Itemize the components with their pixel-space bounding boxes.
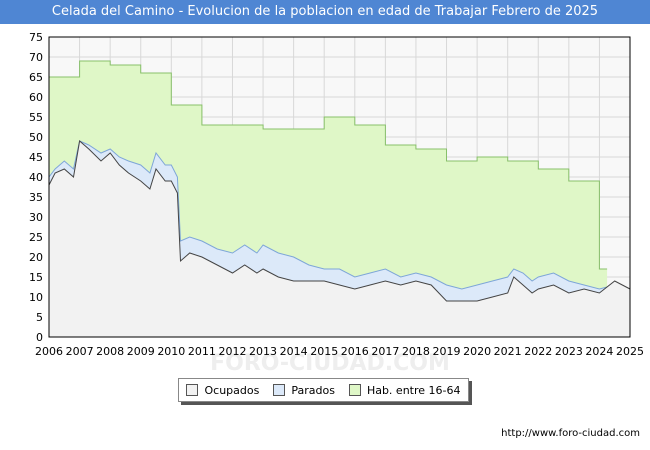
legend-swatch-parados xyxy=(273,384,286,396)
source-url: http://www.foro-ciudad.com xyxy=(501,428,640,439)
x-tick-label: 2025 xyxy=(616,345,644,358)
legend: Ocupados Parados Hab. entre 16-64 xyxy=(178,378,469,402)
y-tick-label: 35 xyxy=(29,191,43,204)
legend-item-hab: Hab. entre 16-64 xyxy=(348,383,461,397)
ocupados-area xyxy=(49,141,630,337)
x-tick-label: 2010 xyxy=(157,345,185,358)
parados-line xyxy=(48,140,631,290)
y-tick-label: 0 xyxy=(36,331,43,344)
x-tick-label: 2012 xyxy=(218,345,246,358)
y-tick-label: 20 xyxy=(29,251,43,264)
chart-title: Celada del Camino - Evolucion de la pobl… xyxy=(51,4,599,19)
x-tick-label: 2023 xyxy=(555,345,583,358)
areas xyxy=(48,60,631,337)
x-tick-label: 2019 xyxy=(433,345,461,358)
x-tick-label: 2007 xyxy=(66,345,94,358)
y-tick-label: 65 xyxy=(29,71,43,84)
x-tick-label: 2021 xyxy=(494,345,522,358)
ocupados-line xyxy=(48,140,631,302)
x-tick-label: 2022 xyxy=(524,345,552,358)
x-tick-label: 2018 xyxy=(402,345,430,358)
legend-label-ocupados: Ocupados xyxy=(204,383,260,397)
x-tick-label: 2013 xyxy=(249,345,277,358)
legend-label-hab: Hab. entre 16-64 xyxy=(366,383,461,397)
hab-line xyxy=(49,60,608,270)
chart-title-bar: Celada del Camino - Evolucion de la pobl… xyxy=(0,0,650,24)
legend-swatch-hab xyxy=(348,384,361,396)
x-tick-label: 2020 xyxy=(463,345,491,358)
y-tick-label: 30 xyxy=(29,211,43,224)
x-tick-label: 2024 xyxy=(585,345,613,358)
y-tick-label: 55 xyxy=(29,111,43,124)
y-tick-label: 75 xyxy=(29,31,43,44)
y-tick-label: 40 xyxy=(29,171,43,184)
watermark: FORO-CIUDAD.COM xyxy=(210,351,450,376)
y-tick-label: 50 xyxy=(29,131,43,144)
y-tick-label: 45 xyxy=(29,151,43,164)
legend-item-parados: Parados xyxy=(273,384,335,397)
x-tick-label: 2017 xyxy=(371,345,399,358)
y-axis: 0 5 10 15 20 25 30 35 40 45 50 55 60 65 70 75 xyxy=(29,31,43,344)
y-tick-label: 70 xyxy=(29,51,43,64)
plot-frame xyxy=(48,36,631,338)
legend-swatch-ocupados xyxy=(186,384,199,396)
x-tick-label: 2009 xyxy=(127,345,155,358)
legend-item-ocupados: Ocupados xyxy=(186,384,259,397)
legend-label-parados: Parados xyxy=(291,383,335,397)
y-tick-label: 60 xyxy=(29,91,43,104)
x-tick-label: 2016 xyxy=(341,345,369,358)
x-tick-label: 2014 xyxy=(280,345,308,358)
x-axis: 2006 2007 2008 2009 2010 2011 2012 2013 2014 2015… xyxy=(35,345,644,358)
y-tick-label: 25 xyxy=(29,231,43,244)
y-tick-label: 10 xyxy=(29,291,43,304)
x-tick-label: 2011 xyxy=(188,345,216,358)
x-tick-label: 2006 xyxy=(35,345,63,358)
x-tick-label: 2008 xyxy=(96,345,124,358)
y-tick-label: 15 xyxy=(29,271,43,284)
y-tick-label: 5 xyxy=(36,311,43,324)
x-tick-label: 2015 xyxy=(310,345,338,358)
